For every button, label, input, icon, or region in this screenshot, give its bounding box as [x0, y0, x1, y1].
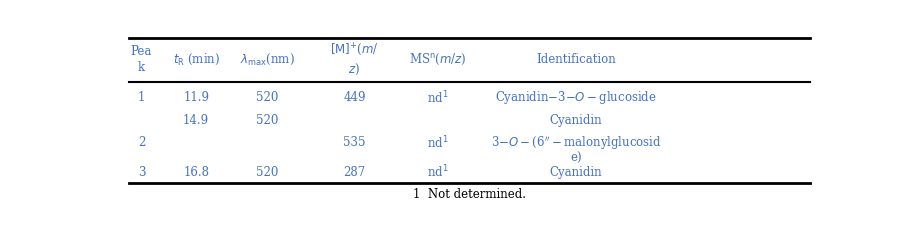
Text: 16.8: 16.8: [183, 165, 209, 178]
Text: 287: 287: [344, 165, 365, 178]
Text: $[\mathrm{M}]^{+}$($m$/
$z$): $[\mathrm{M}]^{+}$($m$/ $z$): [330, 42, 379, 76]
Text: Cyanidin$-$3$-$$\mathit{O}-$glucoside: Cyanidin$-$3$-$$\mathit{O}-$glucoside: [495, 89, 657, 106]
Text: 14.9: 14.9: [183, 113, 209, 126]
Text: 1  Not determined.: 1 Not determined.: [413, 187, 526, 200]
Text: $\lambda_{\rm max}$(nm): $\lambda_{\rm max}$(nm): [240, 52, 295, 67]
Text: 3: 3: [137, 165, 146, 178]
Text: Cyanidin: Cyanidin: [550, 165, 602, 178]
Text: 520: 520: [256, 165, 278, 178]
Text: 520: 520: [256, 91, 278, 104]
Text: $t_{\rm R}$ (min): $t_{\rm R}$ (min): [172, 52, 220, 67]
Text: 520: 520: [256, 113, 278, 126]
Text: e): e): [570, 151, 582, 164]
Text: 535: 535: [344, 136, 365, 149]
Text: 2: 2: [137, 136, 145, 149]
Text: 3$-$$\mathit{O}-$(6$''-$malonylglucosid: 3$-$$\mathit{O}-$(6$''-$malonylglucosid: [490, 133, 661, 151]
Text: Pea
k: Pea k: [131, 45, 152, 74]
Text: 11.9: 11.9: [183, 91, 209, 104]
Text: Cyanidin: Cyanidin: [550, 113, 602, 126]
Text: Identification: Identification: [536, 53, 616, 65]
Text: MS$^{\rm n}$($m$/$z$): MS$^{\rm n}$($m$/$z$): [409, 52, 466, 67]
Text: 1: 1: [137, 91, 145, 104]
Text: nd$^{1}$: nd$^{1}$: [427, 134, 448, 151]
Text: 449: 449: [344, 91, 365, 104]
Text: nd$^{1}$: nd$^{1}$: [427, 89, 448, 106]
Text: nd$^{1}$: nd$^{1}$: [427, 163, 448, 180]
